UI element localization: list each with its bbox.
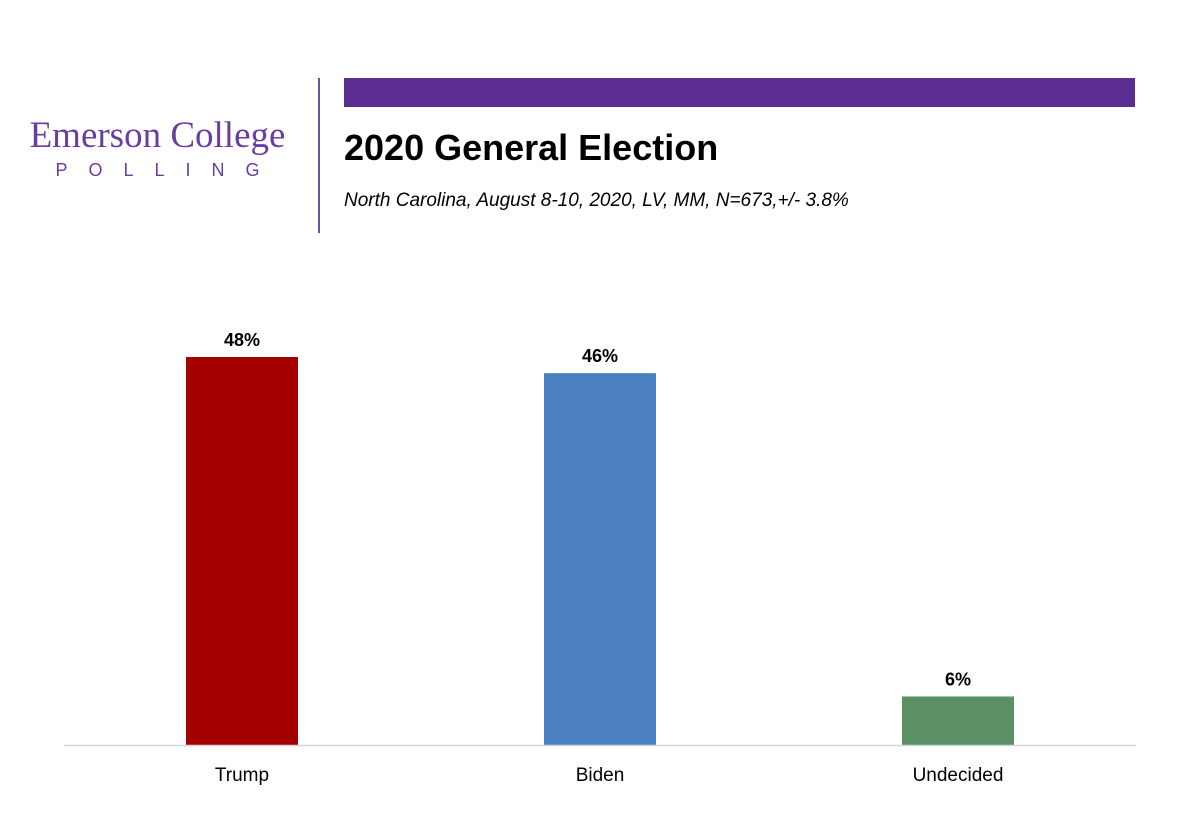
data-label-biden: 46% bbox=[582, 346, 618, 366]
logo: Emerson College POLLING bbox=[0, 116, 315, 181]
data-label-trump: 48% bbox=[224, 330, 260, 350]
chart-title: 2020 General Election bbox=[344, 127, 719, 168]
logo-name: Emerson College bbox=[29, 115, 286, 156]
bar-trump bbox=[186, 357, 298, 745]
accent-bar bbox=[344, 78, 1135, 107]
logo-subtitle: POLLING bbox=[55, 160, 281, 180]
header-divider bbox=[318, 78, 320, 233]
x-tick-label-undecided: Undecided bbox=[913, 765, 1004, 786]
chart-subtitle: North Carolina, August 8-10, 2020, LV, M… bbox=[344, 190, 849, 211]
data-label-undecided: 6% bbox=[945, 670, 971, 690]
x-tick-label-trump: Trump bbox=[215, 765, 269, 786]
bar-undecided bbox=[902, 696, 1014, 745]
bar-biden bbox=[544, 373, 656, 745]
x-tick-label-biden: Biden bbox=[576, 765, 625, 786]
